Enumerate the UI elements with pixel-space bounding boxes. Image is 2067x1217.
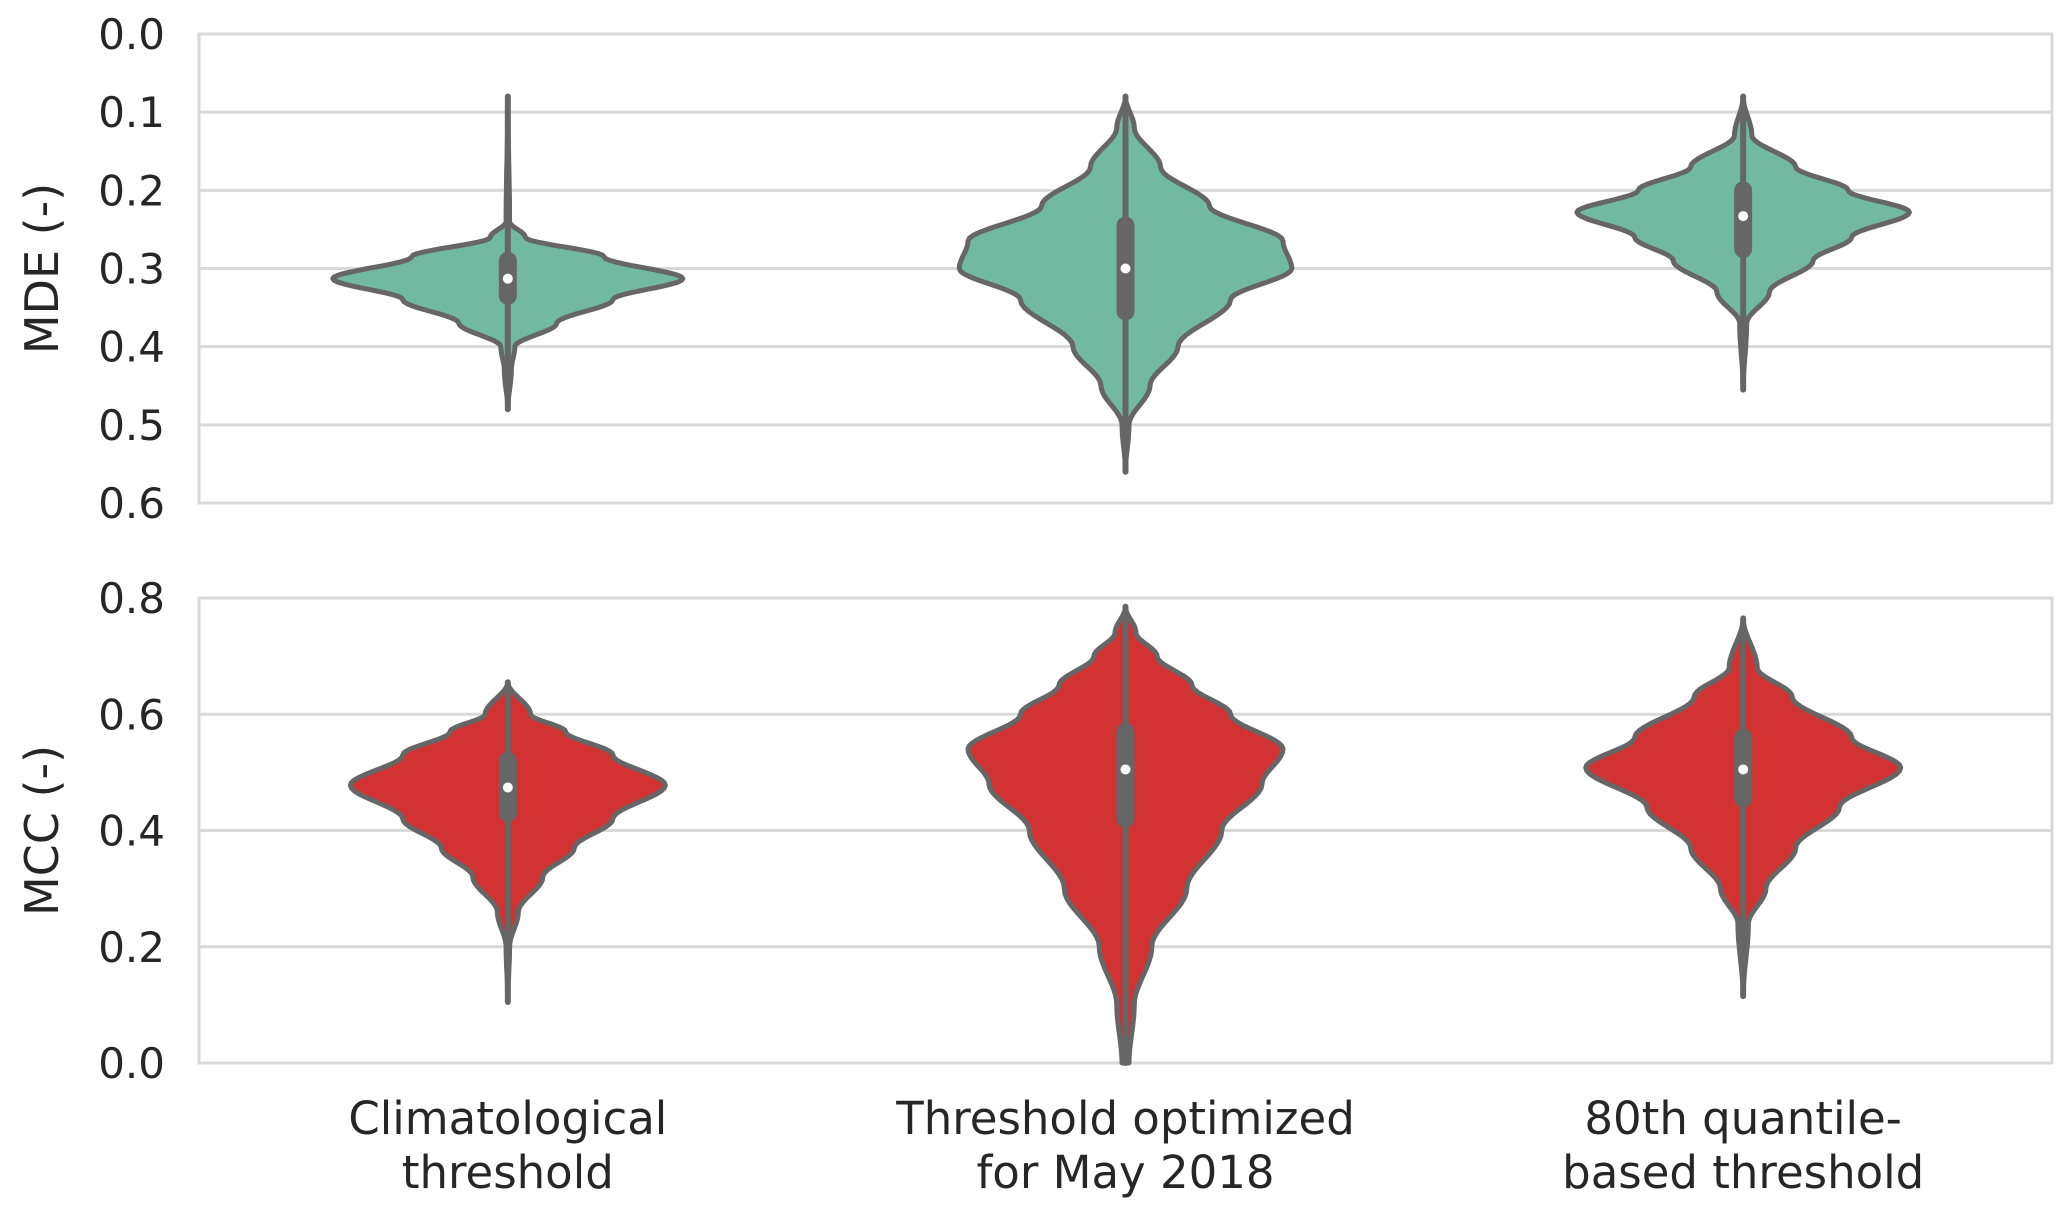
y-tick-label: 0.2 [98,166,165,215]
y-tick-label: 0.0 [98,1039,165,1088]
x-category-label: Threshold optimized for May 2018 [895,1092,1355,1199]
panel-1: 0.0 0.1 0.2 0.3 0.4 0.5 0.6 MDE (-) [15,10,2054,528]
y-tick-label: 0.2 [98,923,165,972]
violin-median-point [1120,263,1131,274]
plot-frame [197,32,2054,505]
violin-median-point [1738,211,1749,222]
x-category-label-line: Climatological [348,1092,667,1145]
x-category-label-line: 80th quantile- [1584,1092,1901,1145]
x-category-label-line: threshold [402,1146,614,1199]
y-tick-label: 0.8 [98,574,165,623]
y-tick-label: 0.4 [98,323,165,372]
y-tick-label: 0.5 [98,401,165,450]
x-category-label-line: based threshold [1562,1146,1924,1199]
panel-2: 0.0 0.2 0.4 0.6 0.8 MCC (-) [15,574,2054,1088]
y-axis-label: MDE (-) [15,183,69,354]
y-tick-label: 0.3 [98,245,165,294]
x-category-label-line: Threshold optimized [895,1092,1355,1145]
x-category-label: Climatological threshold [348,1092,667,1199]
x-category-label: 80th quantile-based threshold [1562,1092,1924,1199]
violin-median-point [1120,764,1131,775]
violin-median-point [502,782,513,793]
y-tick-label: 0.1 [98,88,165,137]
x-category-label-line: for May 2018 [976,1146,1274,1199]
y-tick-label: 0.0 [98,10,165,59]
y-tick-label: 0.6 [98,690,165,739]
violin-median-point [502,273,513,284]
violin-median-point [1738,764,1749,775]
y-tick-label: 0.4 [98,807,165,856]
y-tick-label: 0.6 [98,479,165,528]
y-axis-label: MCC (-) [15,745,69,916]
